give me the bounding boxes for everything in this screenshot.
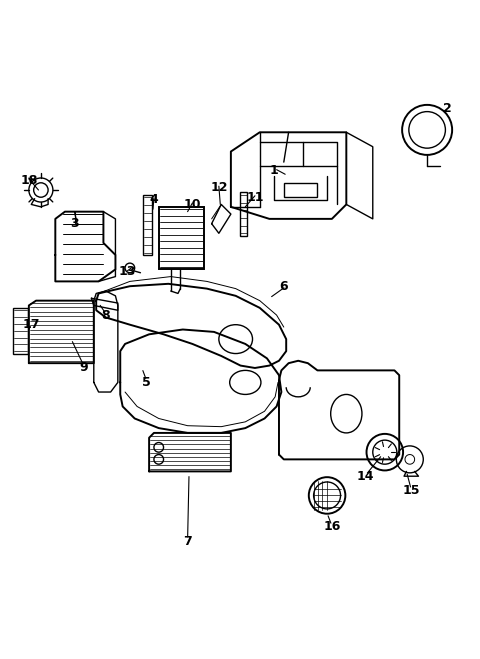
Text: 2: 2 [442, 101, 451, 115]
Bar [13, 308, 28, 353]
Text: 4: 4 [149, 193, 158, 206]
Text: 7: 7 [183, 534, 192, 548]
Text: 14: 14 [356, 470, 373, 482]
Text: 9: 9 [80, 362, 88, 374]
Text: 18: 18 [20, 174, 37, 187]
Bar [283, 183, 317, 197]
Text: 5: 5 [142, 376, 151, 389]
Text: 11: 11 [246, 190, 263, 204]
Text: 17: 17 [23, 318, 40, 331]
Text: 10: 10 [183, 198, 201, 211]
Text: 13: 13 [119, 266, 136, 278]
Text: 3: 3 [70, 217, 79, 230]
Bar [143, 195, 152, 255]
Text: 8: 8 [101, 308, 110, 322]
Text: 12: 12 [210, 181, 227, 194]
Text: 1: 1 [269, 164, 278, 177]
Text: 16: 16 [323, 520, 340, 533]
Bar [158, 207, 204, 270]
Bar [239, 192, 247, 236]
Text: 6: 6 [279, 279, 288, 293]
Text: 15: 15 [402, 484, 419, 497]
